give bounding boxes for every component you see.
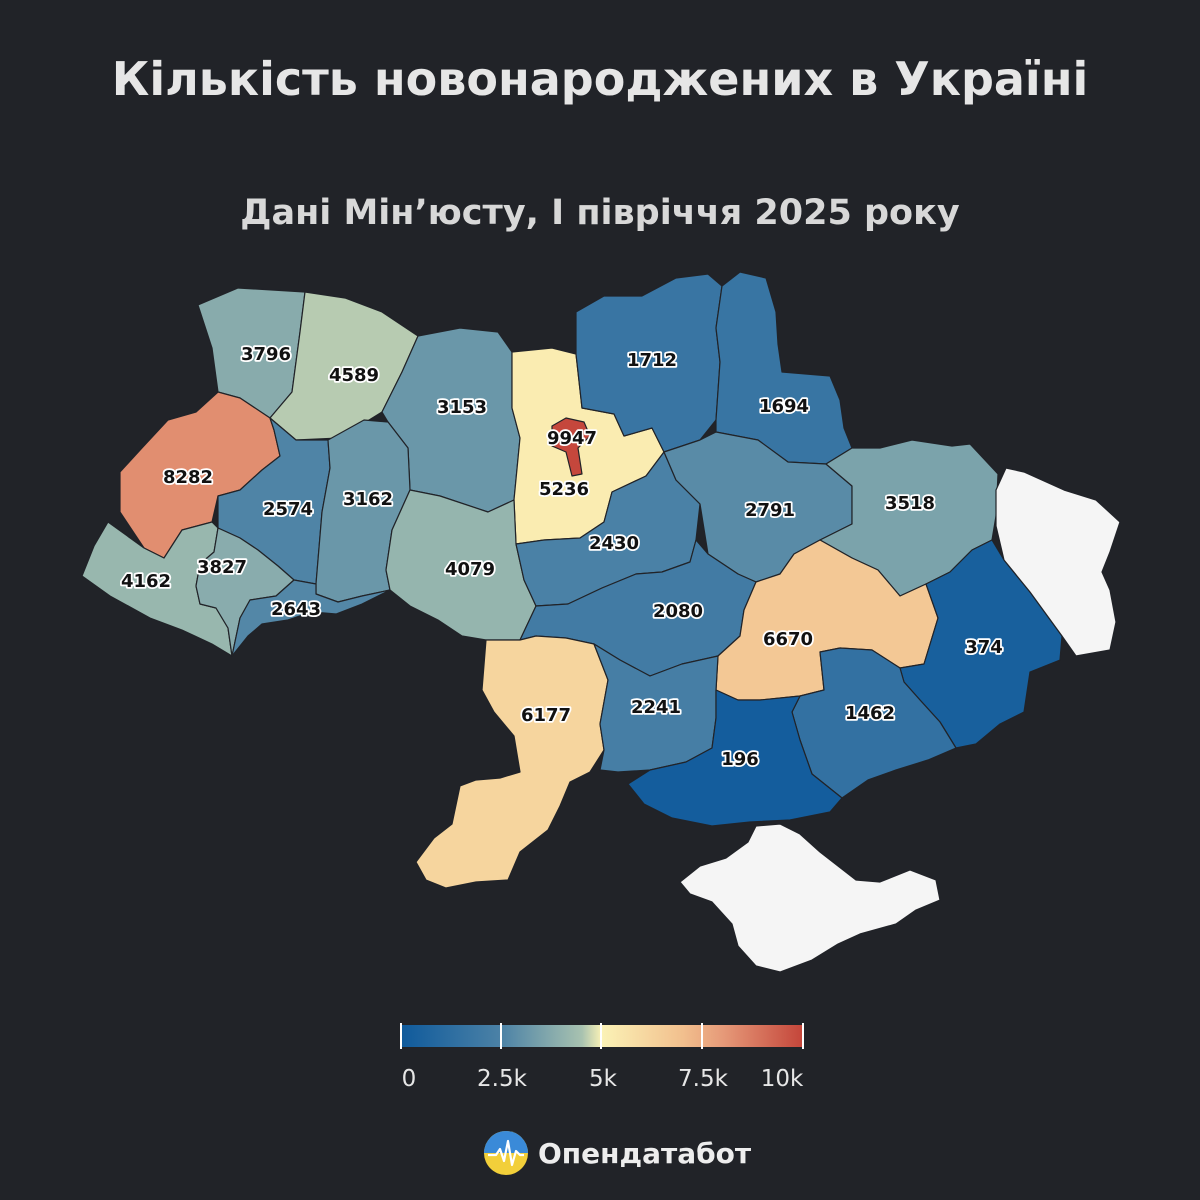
map-title: Кількість новонароджених в Україні <box>111 52 1089 106</box>
value-label-kyiv-oblast: 5236 <box>539 479 589 500</box>
value-label-zakarpattia: 4162 <box>121 571 171 592</box>
value-label-donetsk: 374 <box>965 637 1003 658</box>
value-label-volyn: 3796 <box>241 344 291 365</box>
region-value-labels: 3796 4589 3153 9947 5236 1712 1694 8282 … <box>119 342 1004 772</box>
region-odesa[interactable] <box>415 635 609 889</box>
value-label-mykolaiv: 2241 <box>631 697 681 718</box>
color-scale-tick <box>600 1023 602 1049</box>
value-label-lviv: 8282 <box>163 467 213 488</box>
value-label-chernivtsi: 2643 <box>271 599 321 620</box>
value-label-ternopil: 2574 <box>263 499 313 520</box>
region-crimea[interactable] <box>679 823 941 973</box>
region-shapes <box>81 271 1121 973</box>
value-label-chernihiv: 1712 <box>627 350 677 371</box>
value-label-khmelnytskyi: 3162 <box>343 489 393 510</box>
value-label-zaporizhzhia: 1462 <box>845 703 895 724</box>
value-label-kyiv-city: 9947 <box>547 428 597 449</box>
value-label-kirovohrad: 2080 <box>653 601 703 622</box>
brand: Опендатабот <box>484 1130 751 1176</box>
value-label-dnipropetrovsk: 6670 <box>763 629 813 650</box>
color-scale-tick <box>701 1023 703 1049</box>
color-scale-tick <box>500 1023 502 1049</box>
value-label-poltava: 2791 <box>745 500 795 521</box>
color-scale-tick <box>802 1023 804 1049</box>
value-label-cherkasy: 2430 <box>589 533 639 554</box>
region-chernivtsi[interactable] <box>231 579 391 657</box>
region-kherson[interactable] <box>627 689 843 827</box>
color-scale-label: 7.5k <box>678 1066 728 1092</box>
value-label-sumy: 1694 <box>759 396 809 417</box>
opendatabot-logo-icon <box>484 1131 528 1175</box>
value-label-zhytomyr: 3153 <box>437 397 487 418</box>
value-label-rivne: 4589 <box>329 365 379 386</box>
value-label-ivano-frankivsk: 3827 <box>197 557 247 578</box>
value-label-kherson: 196 <box>721 749 759 770</box>
region-luhansk[interactable] <box>995 467 1121 657</box>
value-label-kharkiv: 3518 <box>885 493 935 514</box>
color-scale-label: 10k <box>760 1066 804 1092</box>
color-scale-label: 0 <box>401 1066 417 1092</box>
region-sumy[interactable] <box>715 271 853 465</box>
map-subtitle: Дані Мін’юсту, І півріччя 2025 року <box>240 193 960 233</box>
region-kyiv-city[interactable] <box>551 417 591 477</box>
color-scale-bar <box>401 1025 803 1047</box>
color-scale-tick <box>400 1023 402 1049</box>
brand-name: Опендатабот <box>538 1136 752 1170</box>
value-label-vinnytsia: 4079 <box>445 559 495 580</box>
color-scale-label: 2.5k <box>477 1066 527 1092</box>
color-scale-label: 5k <box>589 1066 617 1092</box>
value-label-odesa: 6177 <box>521 705 571 726</box>
